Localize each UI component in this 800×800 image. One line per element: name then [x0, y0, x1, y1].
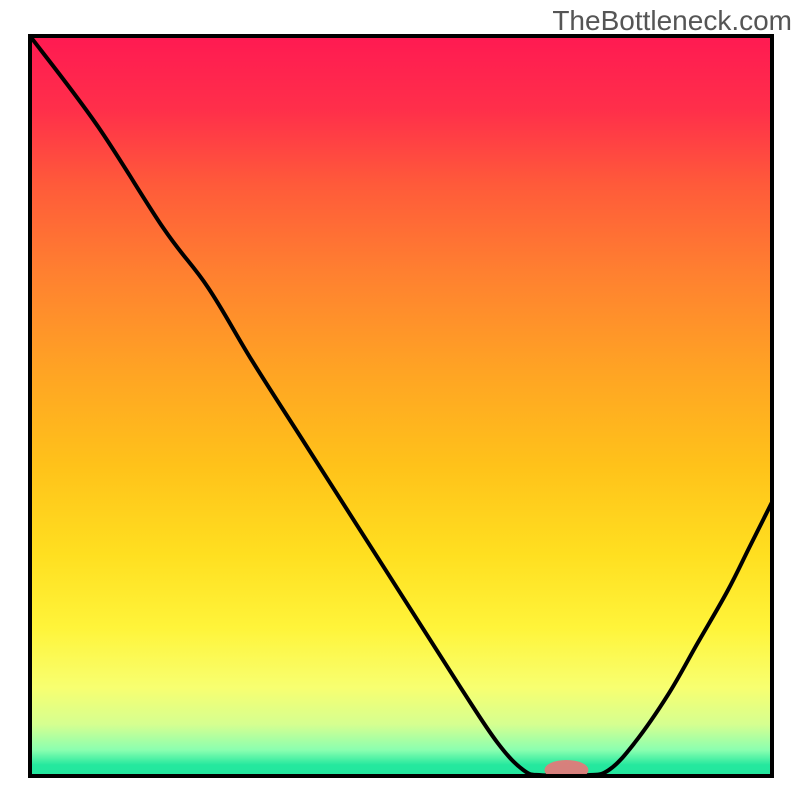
watermark-label: TheBottleneck.com: [552, 5, 792, 36]
gradient-background: [30, 36, 772, 776]
bottleneck-chart: TheBottleneck.com: [0, 0, 800, 800]
plot-area: [30, 36, 772, 780]
chart-container: TheBottleneck.com: [0, 0, 800, 800]
